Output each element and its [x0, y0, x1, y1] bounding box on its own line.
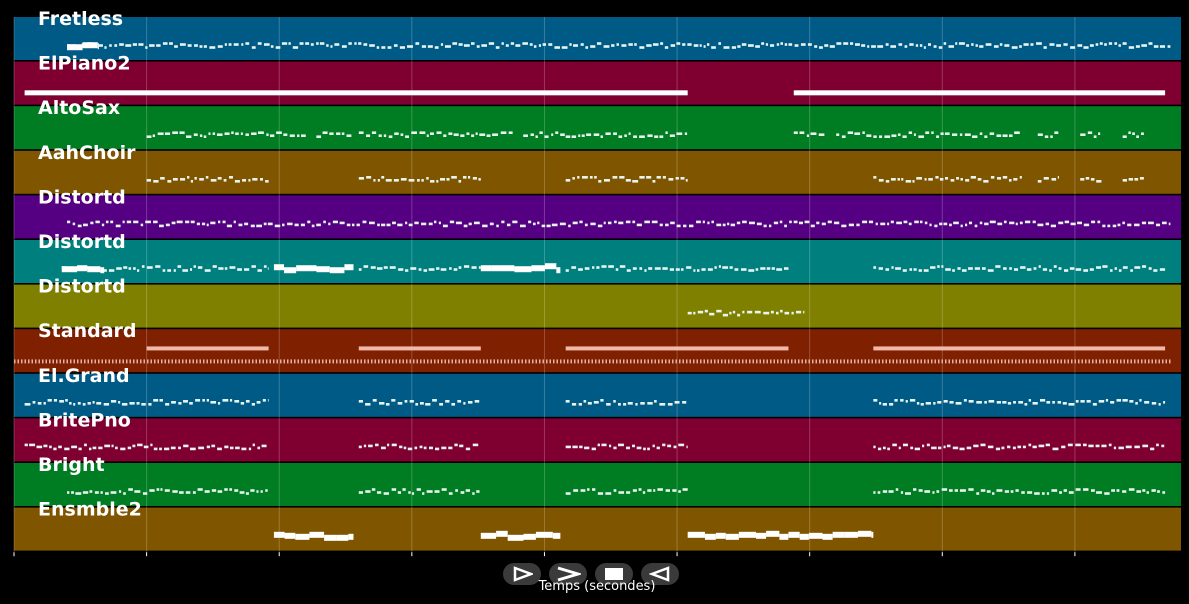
- note-segment: [1037, 176, 1059, 183]
- note-segment: [1122, 131, 1144, 139]
- track-lane: [14, 240, 1181, 283]
- note-segment: [24, 443, 267, 451]
- note-segment: [873, 131, 1020, 139]
- note-segment: [146, 346, 269, 351]
- fast-forward-icon: [557, 566, 581, 582]
- note-segment: [14, 359, 1171, 364]
- note-segment: [793, 90, 1166, 96]
- piano-roll-chart: Fretless ElPiano2 AltoSax AahChoir Distortd D…: [13, 8, 1181, 557]
- track-lane: [14, 329, 1181, 373]
- track-label: Distortd: [38, 276, 126, 298]
- note-segment: [358, 176, 481, 183]
- note-segment: [565, 265, 789, 272]
- fast-forward-button[interactable]: [549, 563, 587, 585]
- note-segment: [358, 443, 479, 451]
- grid-lines: [13, 17, 1076, 553]
- playback-controls: [503, 563, 679, 587]
- play-button[interactable]: [503, 563, 541, 585]
- note-segment: [523, 131, 565, 139]
- track-label: Bright: [38, 454, 105, 476]
- note-segment: [565, 443, 688, 451]
- note-segment: [788, 530, 874, 540]
- note-segment: [358, 346, 481, 351]
- note-segment: [565, 176, 688, 183]
- note-segment: [67, 220, 1171, 228]
- note-segment: [24, 399, 269, 406]
- note-segment: [873, 346, 1166, 351]
- track-lanes: [14, 17, 1181, 551]
- rewind-icon: [649, 566, 670, 582]
- note-segment: [793, 131, 825, 138]
- track-lane: [14, 17, 1181, 60]
- note-segment: [358, 399, 480, 406]
- track-label: AltoSax: [38, 97, 120, 119]
- note-segment: [67, 488, 268, 495]
- note-segment: [146, 176, 269, 183]
- note-segment: [358, 131, 513, 139]
- note-segment: [873, 399, 1166, 406]
- note-segment: [358, 488, 480, 495]
- x-axis: 0255075100125150175200: [13, 552, 1076, 557]
- note-segment: [565, 346, 789, 351]
- play-icon: [513, 566, 533, 582]
- stop-icon: [605, 568, 623, 580]
- stop-button[interactable]: [595, 563, 633, 585]
- note-segment: [480, 530, 561, 541]
- note-segment: [687, 309, 805, 317]
- note-segment: [24, 90, 688, 96]
- track-lane: [14, 284, 1181, 328]
- note-segment: [146, 131, 306, 139]
- note-segment: [1037, 131, 1059, 139]
- note-segment: [1122, 177, 1144, 182]
- track-labels: Fretless ElPiano2 AltoSax AahChoir Distortd D…: [38, 8, 142, 521]
- track-lane: [14, 61, 1181, 105]
- note-segment: [480, 263, 561, 274]
- note-segment: [358, 265, 481, 272]
- track-label: Ensmble2: [38, 499, 142, 521]
- track-label: El.Grand: [38, 365, 130, 387]
- track-lane: [14, 418, 1181, 462]
- note-segment: [273, 531, 354, 541]
- note-segment: [565, 131, 688, 139]
- note-segment: [873, 443, 1165, 451]
- track-lane: [14, 507, 1181, 551]
- track-label: ElPiano2: [38, 53, 131, 75]
- x-axis-label: Temps (secondes): [538, 579, 656, 594]
- track-label: Distortd: [38, 186, 126, 208]
- note-segment: [873, 176, 1022, 183]
- note-segment: [273, 264, 354, 274]
- track-lane: [14, 106, 1181, 150]
- note-segment: [61, 265, 105, 274]
- note-segment: [67, 42, 99, 51]
- track-lane: [14, 463, 1181, 506]
- note-segment: [565, 488, 688, 495]
- track-label: Fretless: [38, 8, 123, 30]
- note-segment: [1080, 177, 1102, 183]
- track-lane: [14, 150, 1181, 194]
- track-label: Standard: [38, 320, 137, 342]
- note-segment: [316, 131, 352, 139]
- track-label: Distortd: [38, 231, 126, 253]
- track-lane: [14, 373, 1181, 417]
- track-label: AahChoir: [38, 142, 136, 164]
- note-segment: [873, 265, 1166, 272]
- note-segment: [836, 131, 872, 139]
- note-segment: [67, 42, 1171, 49]
- track-lane: [14, 195, 1181, 239]
- note-segment: [565, 399, 687, 406]
- rewind-button[interactable]: [641, 563, 679, 585]
- note-segment: [687, 530, 789, 540]
- note-marks: [14, 42, 1171, 541]
- track-label: BritePno: [38, 409, 131, 431]
- note-segment: [1080, 131, 1101, 139]
- note-segment: [873, 488, 1166, 495]
